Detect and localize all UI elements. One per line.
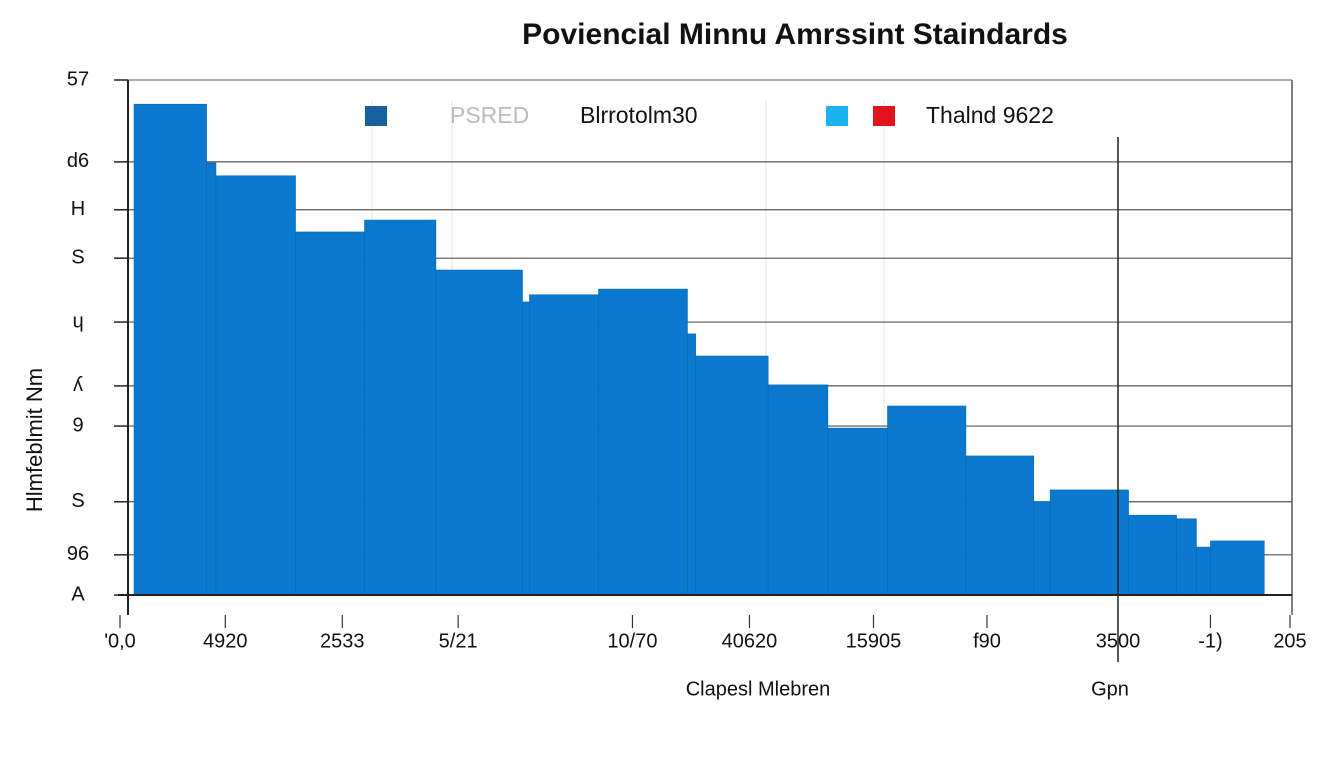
annotation: Gpn xyxy=(1091,678,1129,700)
bar xyxy=(1049,489,1129,596)
bar xyxy=(1196,546,1211,596)
x-tick-label: 4920 xyxy=(203,630,248,652)
y-tick-label: S xyxy=(71,246,84,268)
bar xyxy=(695,355,769,596)
bar xyxy=(965,455,1035,596)
x-tick-label: -1) xyxy=(1198,630,1222,652)
bar xyxy=(133,103,207,596)
bar xyxy=(887,405,967,596)
x-tick-label: '0,0 xyxy=(104,630,136,652)
bar xyxy=(364,219,437,596)
bar xyxy=(1033,501,1051,596)
x-tick-label: 10/70 xyxy=(607,630,657,652)
bar xyxy=(206,162,217,596)
bar xyxy=(435,269,523,596)
y-tick-label: 57 xyxy=(67,68,89,90)
legend-label: Thalnd 9622 xyxy=(926,102,1054,128)
legend-label: PSRED xyxy=(450,102,529,128)
x-tick-label: 2533 xyxy=(320,630,365,652)
x-tick-label: f90 xyxy=(973,630,1001,652)
bar xyxy=(1176,518,1197,596)
x-tick-label: 3500 xyxy=(1096,630,1141,652)
y-tick-label: 96 xyxy=(67,543,89,565)
bar xyxy=(827,427,888,596)
legend-swatch xyxy=(365,106,387,126)
bar xyxy=(522,301,530,596)
y-tick-label: d6 xyxy=(67,150,89,172)
bar xyxy=(1128,514,1177,596)
y-tick-label: A xyxy=(71,583,85,605)
chart-title: Poviencial Minnu Amrssint Staindards xyxy=(522,18,1068,51)
x-tick-label: 40620 xyxy=(722,630,778,652)
bar xyxy=(598,288,688,596)
y-tick-label: S xyxy=(71,490,84,512)
bar xyxy=(295,231,365,596)
bar xyxy=(215,175,296,596)
y-tick-label: 9 xyxy=(72,414,83,436)
bar xyxy=(767,384,829,596)
y-tick-label: ʎ xyxy=(73,374,83,396)
x-tick-label: 15905 xyxy=(846,630,902,652)
x-tick-label: 5/21 xyxy=(439,630,478,652)
bar xyxy=(687,333,696,596)
x-tick-label: 205 xyxy=(1273,630,1306,652)
x-axis-label: Clapesl Mlebren xyxy=(686,678,831,700)
bar xyxy=(1210,540,1265,596)
legend-label: Blrrotolm30 xyxy=(580,102,698,128)
y-tick-label: ɥ xyxy=(72,310,83,332)
y-axis-label: Hlmfeblmit Nm xyxy=(22,368,47,512)
bar xyxy=(529,294,599,596)
legend-swatch xyxy=(873,106,895,126)
legend-swatch xyxy=(826,106,848,126)
y-tick-label: H xyxy=(71,198,85,220)
